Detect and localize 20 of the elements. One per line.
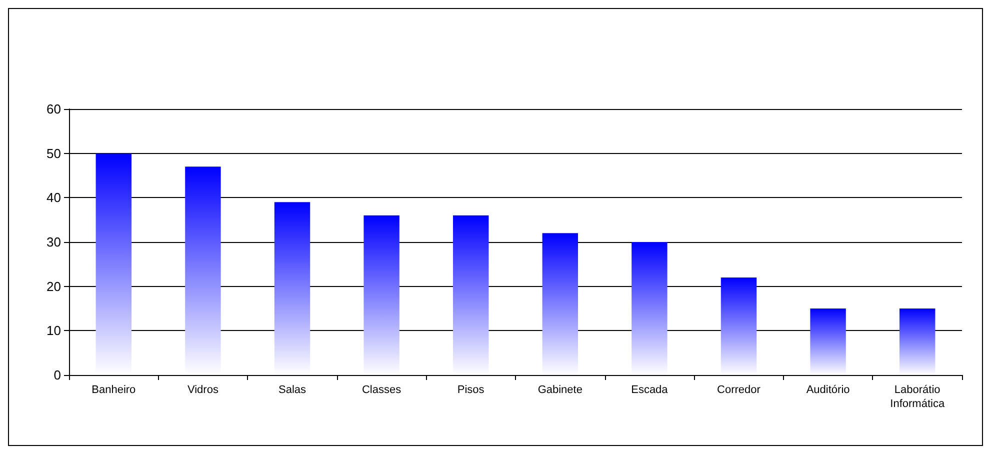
bar [899,308,936,375]
y-tick-label: 20 [46,278,61,294]
y-tick-label: 30 [46,234,61,250]
y-tick-label: 0 [54,368,61,382]
y-tick-label: 10 [46,323,61,338]
y-tick-label: 60 [46,102,61,116]
x-tick-label: Corredor [717,384,761,396]
x-tick-label: Auditório [806,384,850,396]
x-tick-label: Gabinete [538,384,582,396]
x-tick-label: Vidros [187,384,219,396]
x-tick-label: Classes [362,384,402,396]
x-tick-label: Escada [631,384,669,396]
bar [720,277,757,375]
y-tick-label: 40 [46,190,61,206]
x-tick-label: Laborátio Informática [890,384,946,410]
bar [810,308,846,375]
x-tick-label: Banheiro [92,384,136,396]
y-tick-label: 50 [46,146,61,161]
x-tick-label: Pisos [457,384,485,396]
x-tick-label: Salas [278,384,306,396]
